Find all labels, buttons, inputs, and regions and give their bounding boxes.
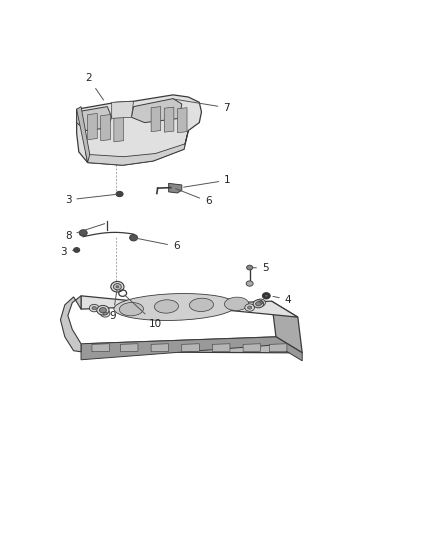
Polygon shape — [243, 344, 261, 352]
Ellipse shape — [111, 281, 124, 292]
Polygon shape — [60, 296, 81, 352]
Polygon shape — [169, 183, 182, 193]
Text: 5: 5 — [252, 263, 268, 273]
Polygon shape — [269, 344, 287, 352]
Text: 7: 7 — [173, 99, 230, 112]
Text: 10: 10 — [125, 295, 162, 328]
Polygon shape — [151, 344, 169, 352]
Polygon shape — [85, 131, 188, 165]
Ellipse shape — [120, 302, 143, 316]
Ellipse shape — [265, 294, 268, 297]
Ellipse shape — [130, 235, 138, 241]
Ellipse shape — [190, 298, 213, 312]
Ellipse shape — [92, 306, 96, 310]
Ellipse shape — [114, 294, 237, 320]
Polygon shape — [77, 95, 201, 165]
Text: 4: 4 — [273, 295, 291, 304]
Ellipse shape — [116, 286, 119, 288]
Polygon shape — [164, 107, 174, 132]
Ellipse shape — [245, 304, 254, 311]
Ellipse shape — [255, 302, 261, 306]
Polygon shape — [81, 296, 298, 317]
Ellipse shape — [89, 304, 99, 312]
Ellipse shape — [100, 310, 110, 317]
Ellipse shape — [103, 312, 107, 315]
Text: 9: 9 — [110, 289, 117, 320]
Ellipse shape — [155, 300, 178, 313]
Ellipse shape — [74, 247, 80, 253]
Text: 6: 6 — [136, 238, 180, 251]
Ellipse shape — [256, 299, 265, 306]
Ellipse shape — [246, 281, 253, 286]
Text: 3: 3 — [65, 195, 117, 205]
Polygon shape — [112, 101, 134, 118]
Polygon shape — [272, 301, 302, 353]
Polygon shape — [81, 337, 302, 361]
Polygon shape — [88, 114, 97, 140]
Polygon shape — [92, 344, 110, 352]
Polygon shape — [77, 107, 90, 163]
Text: 2: 2 — [85, 74, 103, 100]
Polygon shape — [151, 107, 161, 132]
Ellipse shape — [113, 284, 121, 290]
Text: 8: 8 — [65, 224, 105, 240]
Ellipse shape — [247, 265, 253, 270]
Text: 6: 6 — [176, 189, 212, 206]
Text: 3: 3 — [60, 247, 74, 256]
Ellipse shape — [247, 306, 252, 309]
Ellipse shape — [116, 191, 123, 197]
Ellipse shape — [253, 300, 264, 308]
Ellipse shape — [225, 297, 248, 311]
Polygon shape — [131, 99, 182, 123]
Polygon shape — [81, 337, 302, 353]
Polygon shape — [182, 344, 199, 352]
Polygon shape — [177, 108, 187, 133]
Ellipse shape — [97, 305, 109, 315]
Ellipse shape — [258, 301, 263, 304]
Ellipse shape — [79, 230, 87, 236]
Polygon shape — [212, 344, 230, 352]
Ellipse shape — [262, 293, 270, 299]
Text: 1: 1 — [184, 175, 231, 187]
Polygon shape — [101, 115, 110, 141]
Polygon shape — [114, 116, 124, 142]
Polygon shape — [120, 344, 138, 352]
Ellipse shape — [99, 308, 106, 313]
Polygon shape — [77, 107, 112, 131]
